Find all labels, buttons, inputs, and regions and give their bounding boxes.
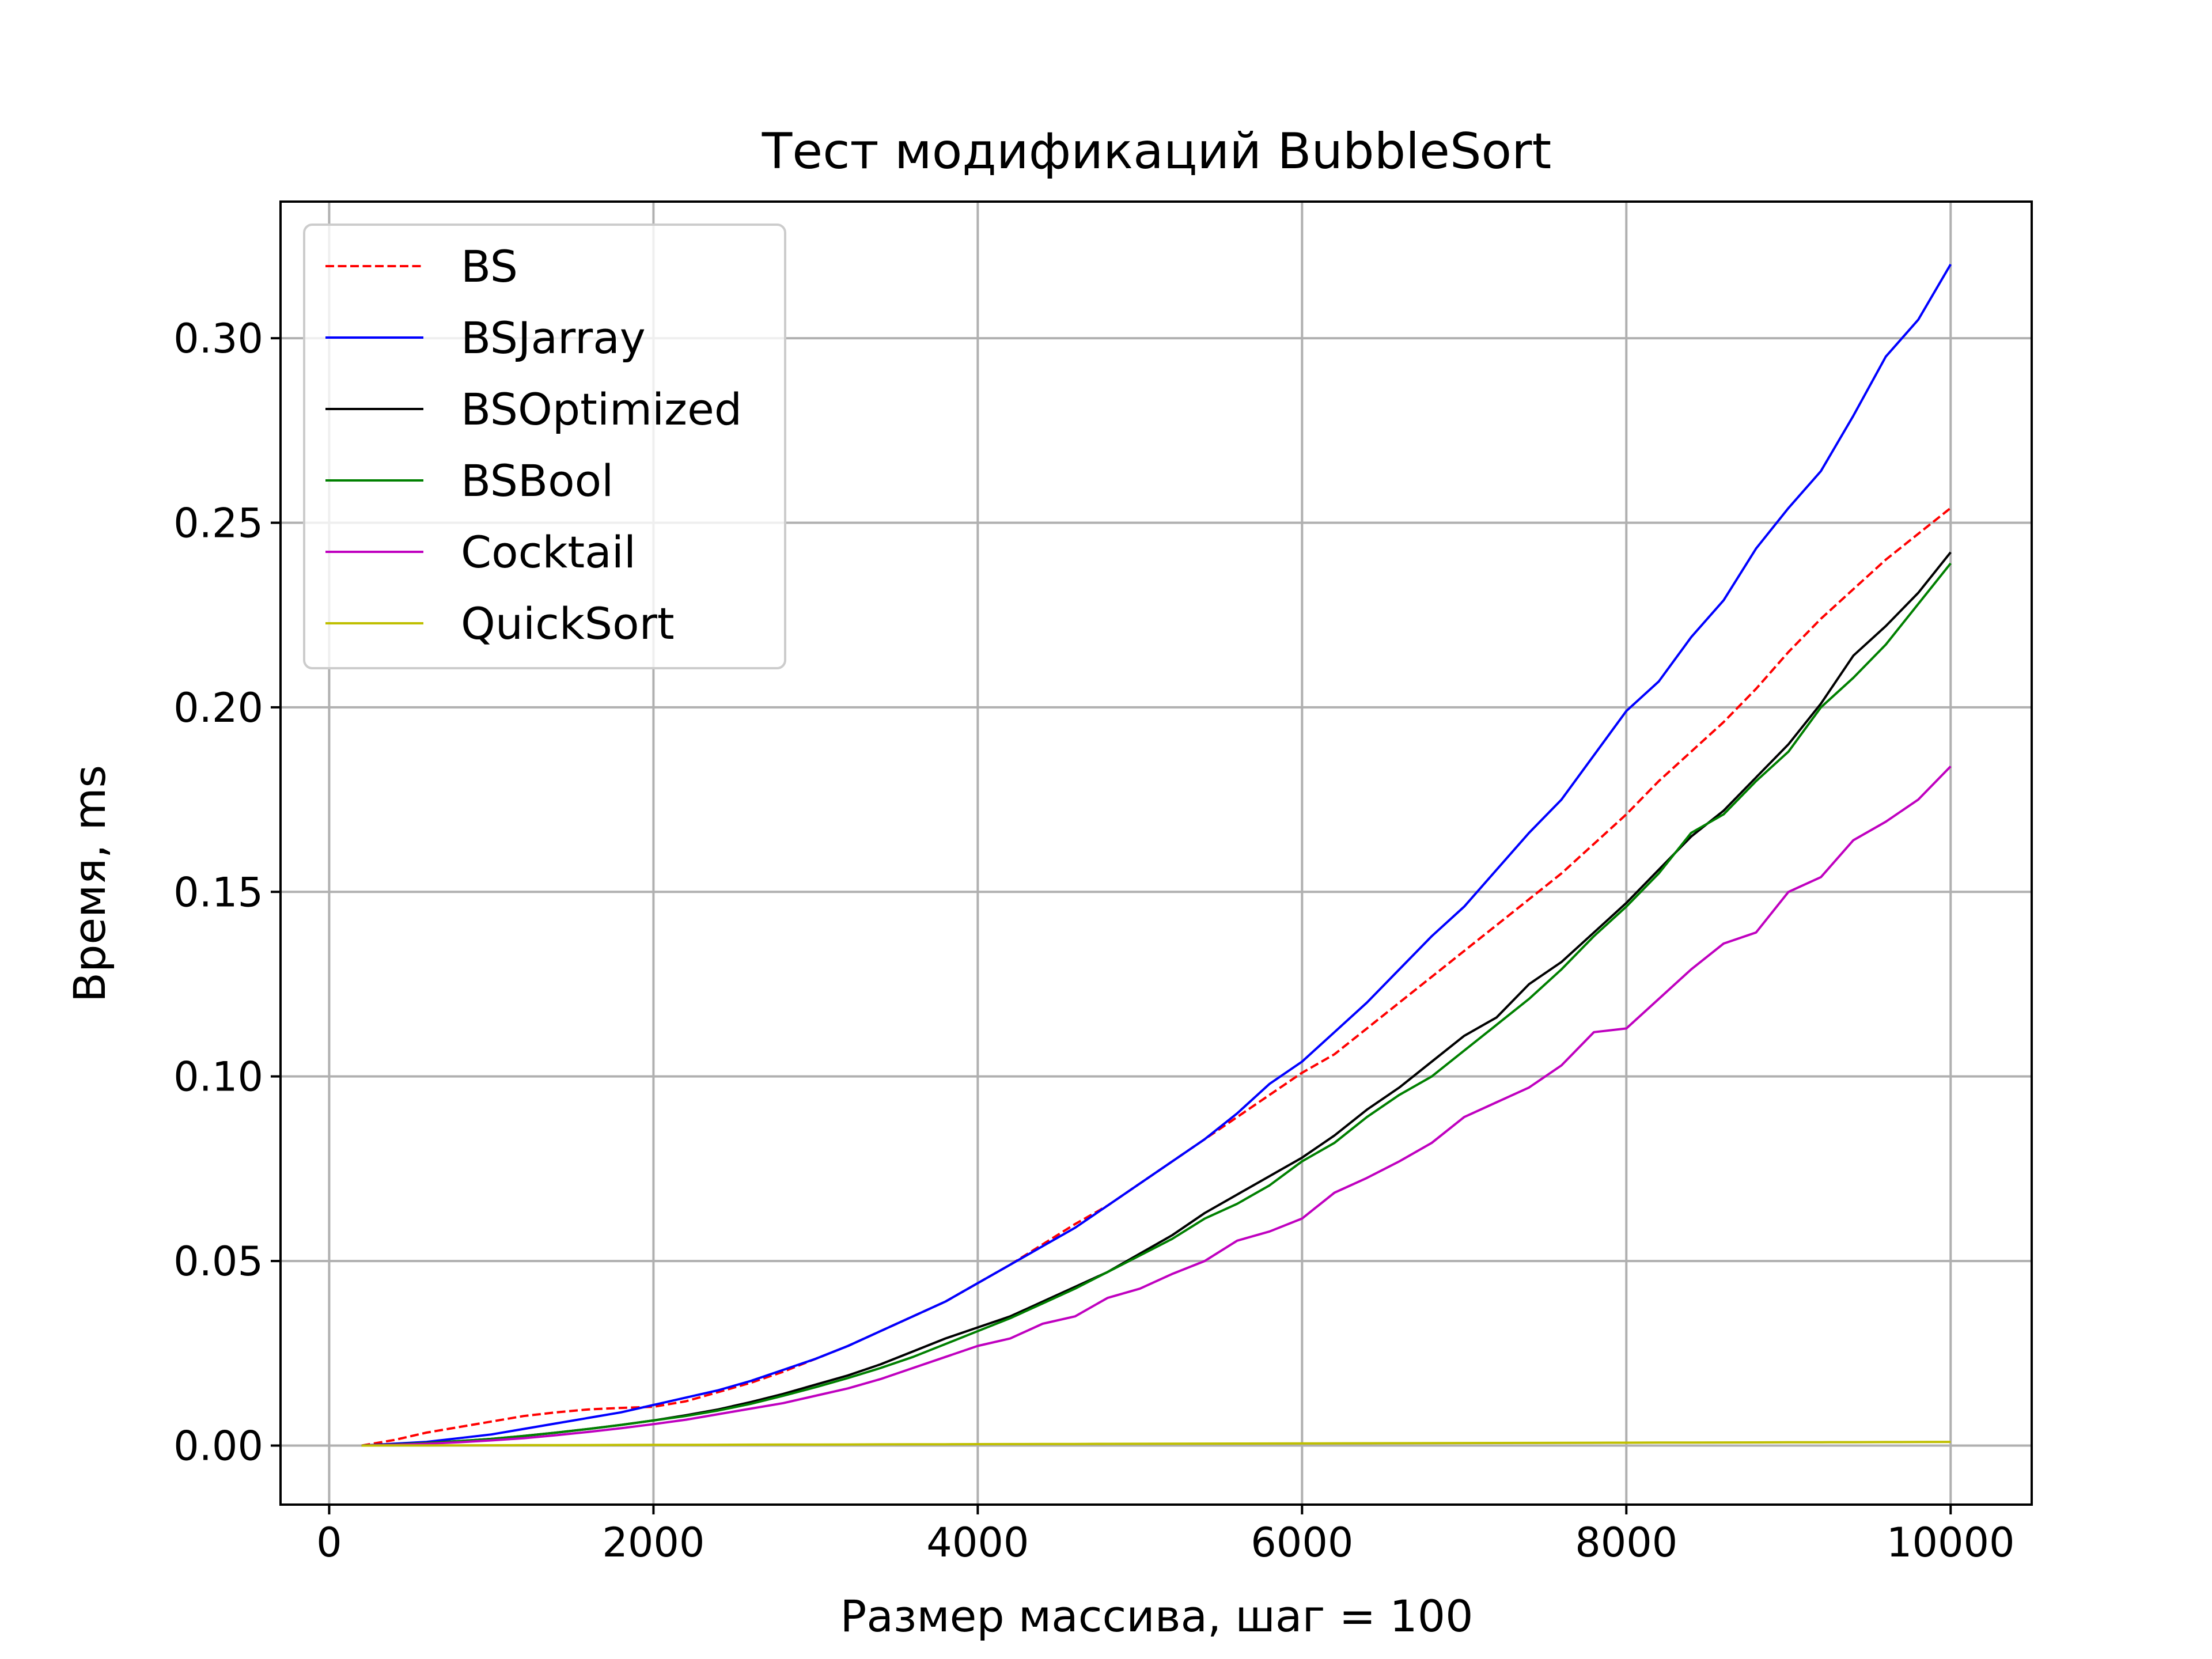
legend-label-bsoptimized: BSOptimized — [461, 384, 742, 435]
x-tick-label: 4000 — [926, 1519, 1029, 1566]
x-tick-label: 2000 — [602, 1519, 704, 1566]
y-tick-label: 0.30 — [173, 315, 263, 362]
series-line-bs — [361, 507, 1952, 1447]
legend-label-bsbool: BSBool — [461, 455, 613, 506]
series-line-bsjarray — [361, 263, 1952, 1447]
x-tick-label: 8000 — [1575, 1519, 1677, 1566]
y-tick-label: 0.05 — [173, 1238, 263, 1285]
legend-box — [303, 224, 786, 669]
y-tick-label: 0.15 — [173, 869, 263, 916]
series-line-bsbool — [361, 562, 1952, 1447]
y-tick-label: 0.00 — [173, 1422, 263, 1469]
series-line-bsoptimized — [361, 551, 1952, 1447]
chart-title: Тест модификаций BubbleSort — [762, 123, 1552, 180]
x-tick-label: 10000 — [1887, 1519, 2015, 1566]
series-line-quicksort — [361, 1441, 1951, 1447]
legend: BS BSJarray BSOptimized BSBool Cocktail Quick… — [303, 224, 786, 669]
series-line-cocktail — [361, 766, 1952, 1447]
plot-frame — [279, 200, 2033, 1506]
y-tick-label: 0.20 — [173, 684, 263, 732]
y-tick-label: 0.10 — [173, 1054, 263, 1101]
y-axis-label: Время, ms — [64, 765, 115, 1002]
legend-label-quicksort: QuickSort — [461, 598, 675, 649]
x-tick-label: 0 — [316, 1519, 342, 1566]
legend-label-bsjarray: BSJarray — [461, 312, 646, 363]
series-group — [361, 263, 1952, 1447]
legend-label-bs: BS — [461, 241, 518, 292]
x-tick-label: 6000 — [1251, 1519, 1353, 1566]
x-axis-label: Размер массива, шаг = 100 — [840, 1590, 1474, 1642]
legend-label-cocktail: Cocktail — [461, 527, 636, 578]
y-tick-label: 0.25 — [173, 499, 263, 547]
ticks: 0 2000 4000 6000 8000 10000 0.00 0.05 0.10 0.15 0.… — [173, 315, 2014, 1566]
